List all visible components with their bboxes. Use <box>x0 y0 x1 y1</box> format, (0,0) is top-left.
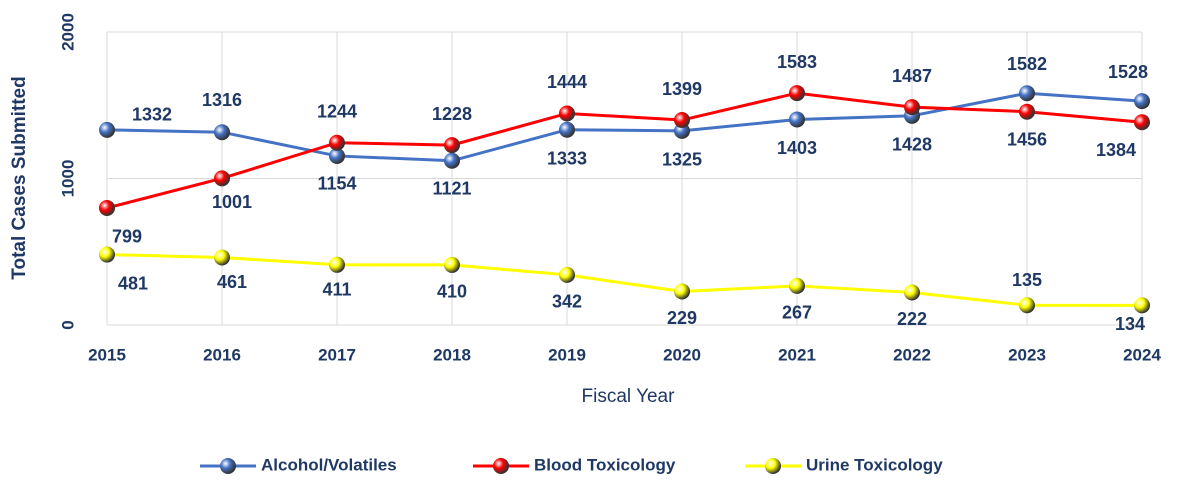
series-line <box>106 253 1143 307</box>
x-tick-label: 2018 <box>433 345 471 364</box>
legend-label: Urine Toxicology <box>806 455 943 474</box>
y-tick-label: 0 <box>58 320 77 329</box>
y-axis-label: Total Cases Submitted <box>9 76 30 279</box>
legend-label: Alcohol/Volatiles <box>261 455 397 474</box>
marker <box>559 266 575 283</box>
data-label: 1332 <box>132 105 172 125</box>
x-tick-label: 2020 <box>663 345 701 364</box>
marker <box>99 199 115 216</box>
data-label: 1583 <box>777 52 817 72</box>
data-label: 1333 <box>547 148 587 168</box>
data-label: 1403 <box>777 138 817 158</box>
legend-label: Blood Toxicology <box>534 455 676 474</box>
x-tick-label: 2022 <box>893 345 931 364</box>
series-line <box>106 91 1143 163</box>
data-label: 1528 <box>1108 62 1148 82</box>
x-tick-label: 2017 <box>318 345 356 364</box>
marker <box>904 99 920 116</box>
y-tick-label: 1000 <box>58 160 77 198</box>
x-tick-label: 2021 <box>778 345 816 364</box>
data-label: 1325 <box>662 150 702 170</box>
marker <box>444 152 460 169</box>
data-label: 1001 <box>212 192 252 212</box>
x-tick-label: 2019 <box>548 345 586 364</box>
data-label: 134 <box>1115 314 1145 334</box>
marker <box>559 121 575 138</box>
marker <box>789 277 805 294</box>
data-label: 1316 <box>202 90 242 110</box>
series-line <box>106 91 1143 210</box>
data-label: 229 <box>667 308 697 328</box>
data-label: 267 <box>782 303 812 323</box>
marker <box>1134 93 1150 110</box>
marker <box>1019 85 1035 102</box>
data-label: 222 <box>897 309 927 329</box>
marker <box>789 111 805 128</box>
x-tick-label: 2015 <box>88 345 126 364</box>
data-label: 799 <box>112 227 142 247</box>
data-label: 1228 <box>432 104 472 124</box>
marker <box>1019 103 1035 120</box>
marker <box>559 105 575 122</box>
data-label: 1456 <box>1007 129 1047 149</box>
legend-marker <box>765 458 781 474</box>
data-label: 1399 <box>662 79 702 99</box>
legend-marker <box>493 458 509 474</box>
marker <box>674 283 690 300</box>
data-label: 481 <box>118 273 148 293</box>
data-label: 411 <box>322 280 351 300</box>
data-label: 461 <box>217 272 247 292</box>
x-tick-label: 2023 <box>1008 345 1046 364</box>
marker <box>214 170 230 187</box>
marker <box>789 85 805 102</box>
marker <box>674 112 690 129</box>
data-label: 342 <box>552 292 582 312</box>
marker <box>99 121 115 138</box>
data-label: 410 <box>437 282 467 302</box>
data-label: 1582 <box>1007 54 1047 74</box>
data-label: 1384 <box>1096 140 1136 160</box>
data-label: 1121 <box>432 179 471 199</box>
data-label: 1428 <box>892 135 932 155</box>
data-label: 135 <box>1012 270 1042 290</box>
data-label: 1444 <box>547 72 587 92</box>
marker <box>444 137 460 154</box>
x-tick-label: 2016 <box>203 345 241 364</box>
marker <box>444 256 460 273</box>
data-label: 1154 <box>317 174 356 194</box>
x-axis-label: Fiscal Year <box>582 386 676 407</box>
marker <box>904 284 920 301</box>
marker <box>214 124 230 141</box>
marker <box>214 249 230 266</box>
marker <box>1134 297 1150 314</box>
y-tick-label: 2000 <box>58 13 77 51</box>
marker <box>329 147 345 164</box>
marker <box>329 134 345 151</box>
marker <box>1134 114 1150 131</box>
x-tick-label: 2024 <box>1123 345 1161 364</box>
data-label: 1487 <box>892 66 932 86</box>
marker <box>1019 297 1035 314</box>
marker <box>99 246 115 263</box>
marker <box>329 256 345 273</box>
data-label: 1244 <box>317 102 357 122</box>
legend-marker <box>220 458 236 474</box>
